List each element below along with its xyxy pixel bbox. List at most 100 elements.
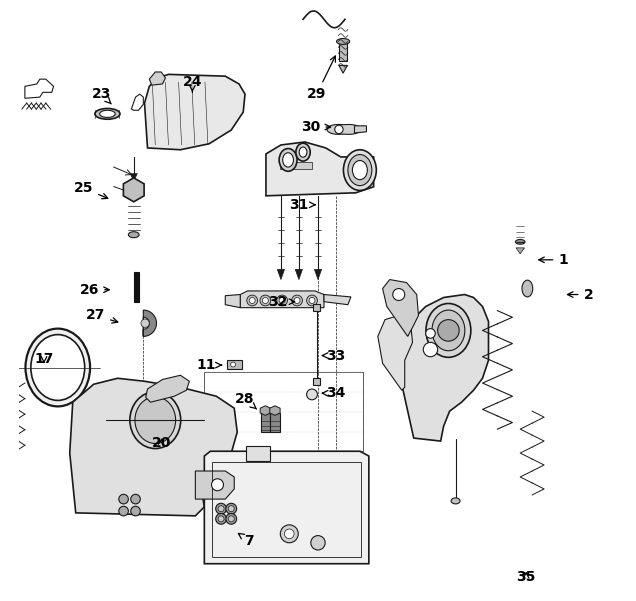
Circle shape xyxy=(292,295,303,306)
Ellipse shape xyxy=(279,148,297,171)
Polygon shape xyxy=(295,269,303,279)
Circle shape xyxy=(294,297,300,304)
Bar xyxy=(212,462,361,557)
Circle shape xyxy=(280,525,298,543)
Ellipse shape xyxy=(299,147,307,157)
Text: 31: 31 xyxy=(289,198,315,212)
Polygon shape xyxy=(280,162,312,169)
Text: 26: 26 xyxy=(80,282,109,297)
Ellipse shape xyxy=(343,150,377,191)
Circle shape xyxy=(218,505,224,511)
Circle shape xyxy=(212,479,223,491)
Polygon shape xyxy=(383,279,418,337)
Polygon shape xyxy=(204,451,369,564)
Bar xyxy=(313,378,321,385)
Ellipse shape xyxy=(348,154,372,186)
Polygon shape xyxy=(270,406,280,415)
Circle shape xyxy=(335,125,343,133)
Circle shape xyxy=(119,495,128,504)
Ellipse shape xyxy=(95,108,120,119)
Ellipse shape xyxy=(100,110,115,117)
Circle shape xyxy=(226,503,237,514)
Circle shape xyxy=(311,535,325,550)
Circle shape xyxy=(307,295,317,306)
Circle shape xyxy=(226,513,237,524)
Text: 28: 28 xyxy=(235,392,256,409)
Polygon shape xyxy=(123,178,144,202)
Circle shape xyxy=(309,297,315,304)
Text: 7: 7 xyxy=(238,534,254,548)
Ellipse shape xyxy=(25,329,90,406)
Text: 20: 20 xyxy=(151,436,171,450)
Text: 2: 2 xyxy=(567,287,593,302)
Text: 1: 1 xyxy=(539,253,568,267)
Circle shape xyxy=(231,362,235,367)
Circle shape xyxy=(277,295,287,306)
Circle shape xyxy=(424,343,438,357)
Text: 30: 30 xyxy=(301,120,331,134)
Ellipse shape xyxy=(522,280,533,297)
Text: 32: 32 xyxy=(268,294,294,309)
Polygon shape xyxy=(266,142,373,196)
Polygon shape xyxy=(260,406,270,415)
Circle shape xyxy=(393,288,404,300)
Circle shape xyxy=(247,295,258,306)
Polygon shape xyxy=(339,66,347,73)
Ellipse shape xyxy=(451,498,460,504)
Circle shape xyxy=(216,513,226,524)
Bar xyxy=(227,361,242,368)
Ellipse shape xyxy=(432,310,465,351)
Ellipse shape xyxy=(283,153,293,167)
Ellipse shape xyxy=(135,397,176,444)
Bar xyxy=(339,42,347,61)
Circle shape xyxy=(131,495,141,504)
Text: 35: 35 xyxy=(516,570,536,584)
Circle shape xyxy=(260,295,271,306)
Polygon shape xyxy=(327,124,361,135)
Polygon shape xyxy=(143,310,156,337)
Circle shape xyxy=(307,389,317,400)
Text: 27: 27 xyxy=(86,308,118,323)
Bar xyxy=(246,446,270,461)
Polygon shape xyxy=(144,75,245,150)
Polygon shape xyxy=(146,375,190,402)
Polygon shape xyxy=(195,471,234,499)
Text: 25: 25 xyxy=(74,181,107,199)
Ellipse shape xyxy=(336,38,350,44)
Circle shape xyxy=(249,297,255,304)
Text: 11: 11 xyxy=(197,358,221,372)
Polygon shape xyxy=(240,291,324,308)
Polygon shape xyxy=(378,316,413,390)
Bar xyxy=(270,413,280,432)
Circle shape xyxy=(218,516,224,522)
Polygon shape xyxy=(354,126,366,133)
Ellipse shape xyxy=(296,143,310,161)
Text: 17: 17 xyxy=(34,352,53,366)
Ellipse shape xyxy=(128,232,139,237)
Polygon shape xyxy=(277,269,284,279)
Ellipse shape xyxy=(31,335,85,400)
Circle shape xyxy=(284,529,294,538)
Bar xyxy=(313,304,321,311)
Polygon shape xyxy=(130,174,137,181)
Circle shape xyxy=(131,506,141,516)
Polygon shape xyxy=(225,294,240,308)
Text: 29: 29 xyxy=(307,56,335,101)
Text: 33: 33 xyxy=(322,349,345,362)
Polygon shape xyxy=(314,269,322,279)
Polygon shape xyxy=(149,72,165,85)
Ellipse shape xyxy=(426,304,471,358)
Polygon shape xyxy=(70,378,237,516)
Polygon shape xyxy=(402,294,488,441)
Circle shape xyxy=(438,320,459,341)
Circle shape xyxy=(279,297,285,304)
Circle shape xyxy=(263,297,268,304)
Ellipse shape xyxy=(352,160,368,180)
Polygon shape xyxy=(324,294,351,305)
Ellipse shape xyxy=(515,239,525,244)
Circle shape xyxy=(425,329,435,338)
Text: 24: 24 xyxy=(183,75,202,92)
Polygon shape xyxy=(516,248,525,254)
Ellipse shape xyxy=(130,392,181,448)
Text: 23: 23 xyxy=(92,87,111,104)
